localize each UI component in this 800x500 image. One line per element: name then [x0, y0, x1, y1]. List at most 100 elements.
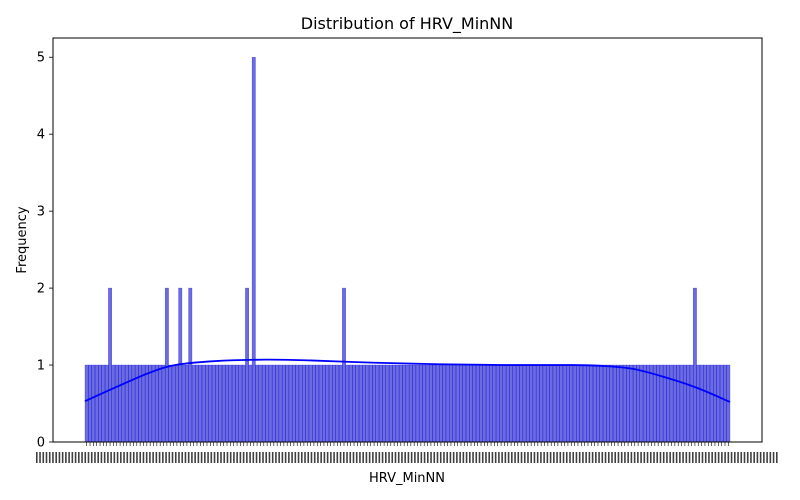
histogram-bar — [726, 364, 731, 443]
histogram-bar — [459, 364, 463, 443]
x-tick-label — [575, 452, 578, 463]
histogram-bar — [415, 364, 420, 443]
x-tick-label — [695, 452, 697, 463]
x-tick-label — [74, 452, 77, 463]
x-tick-label — [178, 452, 180, 463]
histogram-bar — [616, 364, 620, 443]
histogram-bar — [94, 364, 99, 443]
histogram-bar — [672, 364, 677, 443]
x-tick-label — [242, 452, 245, 463]
histogram-bar — [592, 364, 597, 443]
histogram-bar — [652, 364, 657, 443]
x-tick-label — [300, 452, 303, 463]
x-tick-label — [317, 452, 319, 463]
x-tick-label — [656, 452, 659, 463]
histogram-bar — [719, 364, 724, 443]
histogram-bar — [495, 364, 500, 443]
x-tick-label — [407, 452, 410, 463]
histogram-bar — [278, 364, 283, 443]
x-tick-label — [136, 452, 138, 463]
histogram-bars — [84, 56, 731, 443]
x-tick-label — [481, 452, 484, 463]
x-tick-label — [572, 452, 575, 463]
x-tick-label — [320, 452, 322, 463]
histogram-bar — [375, 364, 380, 443]
x-tick-label — [200, 452, 203, 463]
x-tick-label — [336, 452, 339, 463]
x-tick-label — [252, 452, 255, 463]
x-tick-label — [275, 452, 277, 463]
x-tick-label — [763, 452, 765, 463]
x-tick-label — [753, 452, 755, 463]
x-tick-label — [258, 452, 261, 463]
histogram-bar — [378, 364, 383, 443]
histogram-bar — [325, 364, 330, 443]
histogram-bar — [462, 364, 467, 443]
x-tick-label — [120, 452, 122, 463]
histogram-bar — [335, 364, 340, 443]
histogram-bar — [315, 364, 320, 443]
histogram-bar — [241, 364, 246, 443]
x-tick-label — [427, 452, 429, 463]
histogram-bar — [582, 364, 587, 443]
x-tick-label — [284, 452, 287, 463]
histogram-bar — [716, 364, 721, 443]
x-tick-label — [48, 452, 51, 463]
histogram-bar — [91, 364, 96, 443]
x-tick-label — [210, 452, 213, 463]
x-tick-label — [704, 452, 707, 463]
x-tick-label — [459, 452, 461, 463]
histogram-bar — [352, 364, 356, 443]
histogram-bar — [195, 364, 199, 443]
kde-curve — [84, 358, 731, 403]
histogram-bar — [345, 364, 350, 443]
histogram-bar — [248, 364, 253, 443]
histogram-bar — [572, 364, 577, 443]
histogram-bar — [271, 364, 276, 443]
x-tick-label — [126, 452, 129, 463]
histogram-bar — [332, 364, 336, 443]
histogram-bar — [148, 364, 153, 443]
histogram-bar — [713, 364, 717, 443]
x-tick-label — [39, 452, 41, 463]
x-tick-label — [727, 452, 730, 463]
histogram-bar — [261, 364, 266, 443]
x-tick-label — [81, 452, 83, 463]
histogram-bar — [639, 364, 644, 443]
x-tick-label — [620, 452, 623, 463]
histogram-bar — [545, 364, 550, 443]
x-tick-label — [204, 452, 206, 463]
x-tick-label — [223, 452, 226, 463]
x-tick-label — [388, 452, 390, 463]
histogram-bar — [392, 364, 397, 443]
histogram-bar — [291, 364, 296, 443]
x-tick-label — [772, 452, 775, 463]
x-tick-label — [682, 452, 684, 463]
histogram-bar — [395, 364, 400, 443]
histogram-bar — [101, 364, 106, 443]
x-tick-label — [591, 452, 594, 463]
x-tick-label — [498, 452, 500, 463]
x-tick-label — [249, 452, 251, 463]
x-tick-label — [129, 452, 132, 463]
x-tick-label — [514, 452, 516, 463]
histogram-bar — [281, 364, 286, 443]
histogram-bar — [128, 364, 133, 443]
x-tick-label — [65, 452, 67, 463]
histogram-bar — [98, 364, 102, 443]
x-tick-label — [465, 452, 468, 463]
histogram-bar — [559, 364, 564, 443]
x-tick-label — [491, 452, 494, 463]
x-tick-label — [611, 452, 613, 463]
x-tick-label — [721, 452, 723, 463]
histogram-bar — [555, 364, 560, 443]
x-tick-label — [769, 452, 772, 463]
x-tick-label — [184, 452, 187, 463]
histogram-bar — [258, 364, 263, 443]
x-tick-label — [187, 452, 190, 463]
x-tick-label — [207, 452, 209, 463]
histogram-bar — [198, 364, 203, 443]
x-tick-label — [123, 452, 125, 463]
x-tick-label — [540, 452, 542, 463]
x-tick-label — [97, 452, 99, 463]
